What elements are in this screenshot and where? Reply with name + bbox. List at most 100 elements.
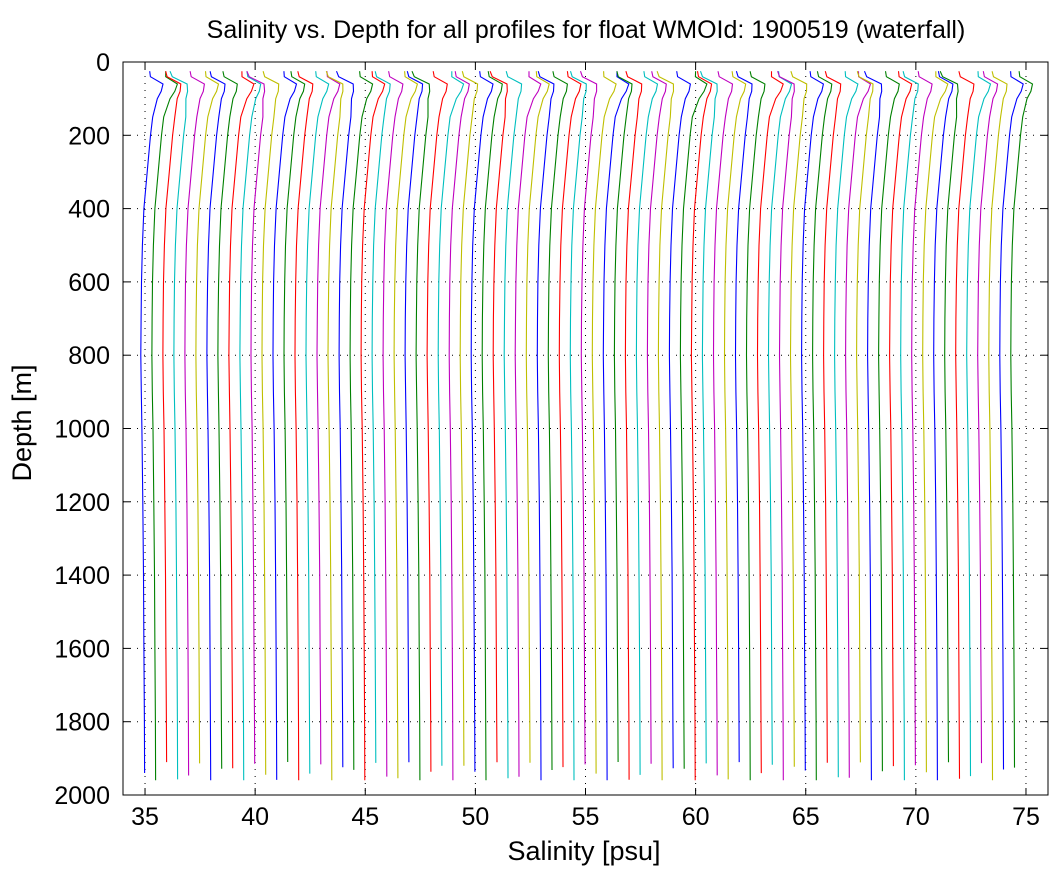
profile-line — [723, 71, 747, 780]
profile-line — [316, 71, 341, 765]
x-tick-label: 65 — [792, 803, 820, 831]
profile-line — [635, 71, 659, 775]
profile-line — [239, 71, 262, 781]
profile-line — [426, 71, 448, 772]
profile-line — [558, 71, 582, 768]
profile-line — [162, 71, 182, 763]
x-tick-label: 35 — [131, 803, 159, 831]
profile-line — [999, 71, 1024, 770]
profile-line — [305, 71, 330, 774]
profile-line — [911, 71, 933, 766]
y-tick-label: 1800 — [54, 709, 110, 737]
x-tick-label: 70 — [902, 803, 930, 831]
profile-line — [878, 71, 900, 772]
profile-line — [922, 71, 949, 773]
profile-line — [939, 70, 959, 763]
y-tick-label: 1400 — [54, 562, 110, 590]
y-tick-label: 800 — [68, 342, 110, 370]
profile-line — [261, 71, 280, 775]
profile-line — [169, 70, 189, 780]
profile-line — [569, 71, 587, 781]
profile-line — [371, 71, 391, 763]
profile-line — [845, 71, 872, 778]
y-tick-label: 1000 — [54, 416, 110, 444]
profile-line — [536, 71, 555, 781]
profile-line — [668, 71, 692, 769]
x-tick-label: 50 — [461, 803, 489, 831]
profile-line — [195, 71, 220, 764]
profile-line — [823, 71, 842, 763]
profile-line — [646, 71, 667, 764]
profile-line — [756, 71, 784, 774]
profile-line — [801, 71, 825, 771]
profile-line — [988, 71, 1008, 781]
y-tick-label: 200 — [68, 122, 110, 150]
profile-line — [889, 71, 913, 767]
profile-line — [360, 71, 386, 781]
profile-line — [246, 70, 266, 764]
profile-line — [977, 71, 999, 764]
y-tick-label: 0 — [96, 49, 110, 77]
profile-line — [734, 71, 753, 763]
profile-line — [834, 71, 859, 778]
profile-line — [437, 71, 465, 766]
profile-line — [812, 71, 833, 781]
profile-line — [448, 71, 470, 781]
x-tick-label: 60 — [682, 803, 710, 831]
profile-line — [228, 71, 255, 769]
profile-line — [294, 71, 314, 781]
profile-line — [525, 71, 550, 763]
profile-line — [856, 71, 874, 763]
profile-line — [777, 71, 795, 781]
profile-line — [206, 71, 226, 781]
profile-line — [712, 71, 734, 776]
profile-line — [489, 70, 508, 763]
profile-line — [624, 71, 643, 780]
profile-line — [900, 71, 919, 781]
profile-line — [459, 71, 479, 766]
profile-line — [863, 70, 883, 781]
x-tick-label: 55 — [572, 803, 600, 831]
profile-line — [690, 71, 713, 781]
profile-line — [349, 71, 374, 770]
profile-line — [470, 71, 494, 772]
profile-line — [955, 71, 975, 779]
profile-line — [514, 71, 542, 777]
profile-line — [591, 71, 617, 774]
profile-line — [767, 71, 793, 765]
profile-line — [217, 71, 238, 769]
y-tick-label: 600 — [68, 269, 110, 297]
y-tick-label: 1200 — [54, 489, 110, 517]
profile-line — [404, 71, 424, 763]
profile-line — [335, 70, 355, 768]
x-tick-label: 45 — [351, 803, 379, 831]
axis-ticks: 35 40 45 50 55 60 65 70 75 0 200 400 600 800 1000 1200 1… — [54, 49, 1048, 831]
profile-line — [503, 71, 523, 779]
profile-line — [745, 71, 766, 781]
profile-line — [151, 71, 179, 781]
profile-line — [933, 71, 954, 781]
profile-lines — [140, 70, 1034, 781]
y-tick-label: 2000 — [54, 782, 110, 810]
profile-line — [699, 71, 718, 764]
profile-line — [283, 71, 306, 763]
profile-line — [272, 71, 298, 780]
profile-line — [602, 71, 630, 781]
profile-line — [481, 71, 503, 781]
chart-title: Salinity vs. Depth for all profiles for … — [207, 16, 966, 44]
profile-line — [613, 71, 633, 763]
x-tick-label: 75 — [1012, 803, 1040, 831]
profile-line — [679, 71, 708, 769]
profile-line — [393, 71, 419, 779]
y-axis-label: Depth [m] — [7, 364, 37, 481]
y-tick-label: 1600 — [54, 635, 110, 663]
profile-line — [656, 71, 675, 781]
profile-line — [325, 71, 344, 781]
profile-line — [184, 71, 206, 776]
profile-line — [966, 71, 992, 777]
profile-line — [382, 71, 404, 777]
profile-line — [140, 71, 164, 774]
profile-line — [547, 71, 568, 771]
profile-line — [411, 70, 431, 781]
